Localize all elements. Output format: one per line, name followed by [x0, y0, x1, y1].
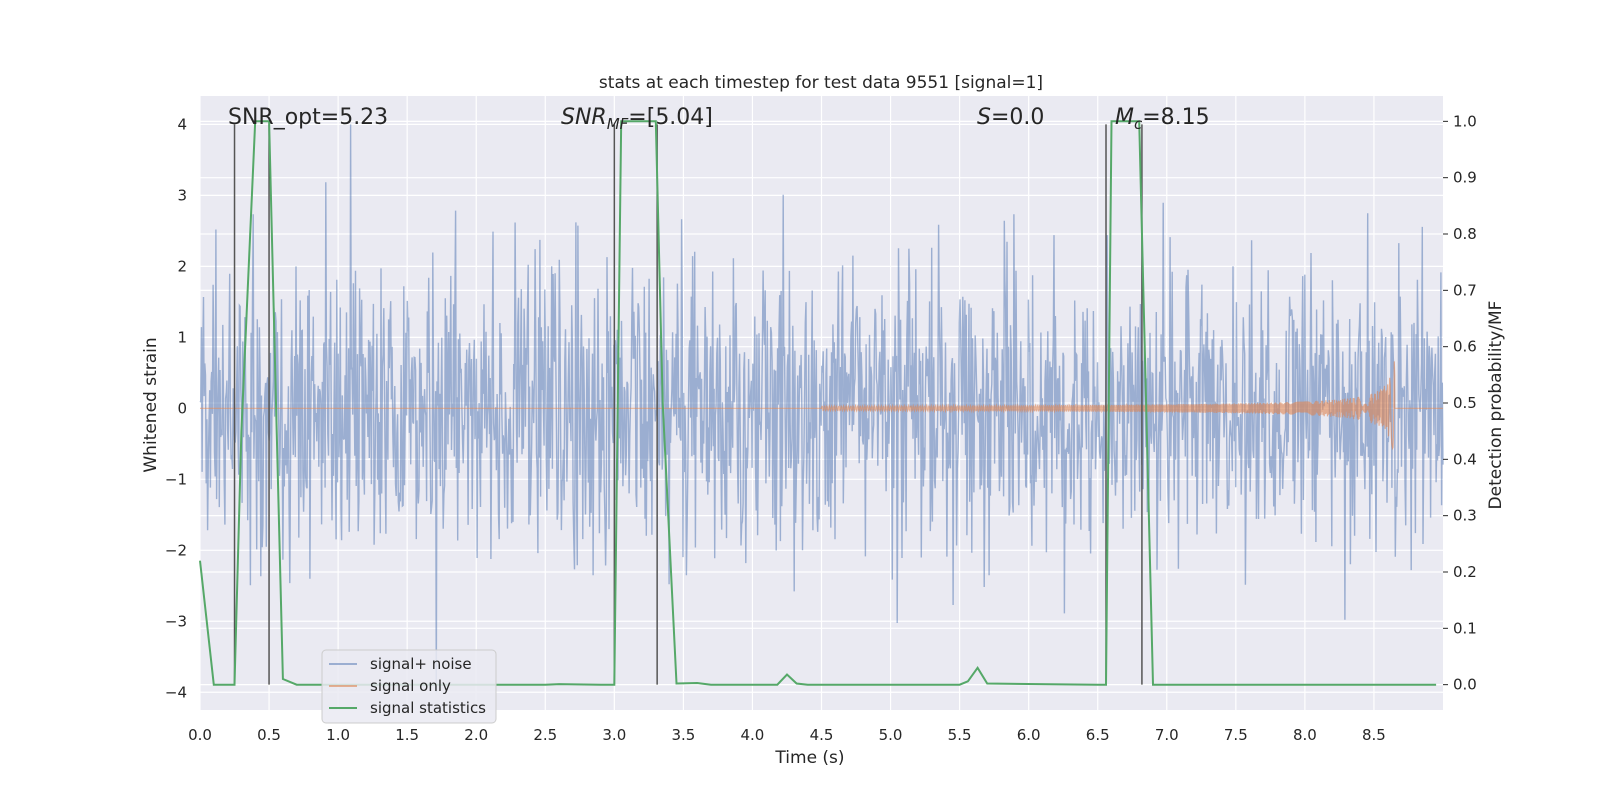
signal-noise-line: [199, 124, 1444, 693]
legend-label-signal-noise: signal+ noise: [370, 655, 472, 673]
x-tick-label: 4.5: [810, 726, 834, 744]
snr-mf-value: =[5.04]: [628, 105, 713, 130]
x-tick-label: 0.5: [257, 726, 281, 744]
x-tick-label: 1.0: [326, 726, 350, 744]
right-y-tick-label: 0.1: [1453, 619, 1477, 637]
snr-mf-annotation: SNRMF=[5.04]: [561, 105, 713, 133]
x-tick-label: 6.0: [1017, 726, 1041, 744]
x-axis-label: Time (s): [774, 748, 844, 768]
x-axis-ticks: 0.0 0.5 1.0 1.5 2.0 2.5 3.0 3.5 4.0 4.5 5.0 5.5 6.0 6…: [188, 726, 1386, 744]
snr-mf-subscript: MF: [607, 115, 629, 133]
right-y-tick-label: 0.0: [1453, 676, 1477, 694]
x-tick-label: 7.0: [1155, 726, 1179, 744]
right-y-tick-label: 0.7: [1453, 281, 1477, 299]
signal-statistics-series: [199, 120, 1437, 686]
right-y-tick-label: 0.5: [1453, 394, 1477, 412]
y-axis-ticks: 4 3 2 1 0 −1 −2 −3 −4: [165, 115, 187, 701]
right-y-tick-label: 0.3: [1453, 507, 1477, 525]
y-tick-label: 4: [177, 115, 187, 133]
signal-statistics-line: [199, 120, 1437, 686]
legend-label-signal-only: signal only: [370, 677, 451, 695]
snr-opt-annotation: SNR_opt=5.23: [228, 105, 388, 130]
signal-noise-series: [199, 124, 1444, 693]
right-y-tick-label: 0.9: [1453, 169, 1477, 187]
s-symbol: S: [977, 105, 991, 130]
y-tick-label: −3: [165, 612, 187, 630]
x-tick-label: 4.0: [741, 726, 765, 744]
x-tick-label: 3.5: [671, 726, 695, 744]
right-y-axis-label: Detection probability/MF: [1486, 301, 1506, 510]
x-tick-label: 0.0: [188, 726, 212, 744]
mc-symbol: M: [1115, 105, 1134, 130]
s-annotation: S=0.0: [977, 105, 1044, 130]
mc-value: =8.15: [1142, 105, 1209, 130]
y-tick-label: 0: [177, 399, 187, 417]
x-tick-label: 5.0: [879, 726, 903, 744]
x-tick-label: 3.0: [602, 726, 626, 744]
y-axis-label: Whitened strain: [141, 337, 161, 472]
y-tick-label: −4: [165, 683, 187, 701]
legend-box: [321, 649, 497, 724]
x-tick-label: 8.0: [1293, 726, 1317, 744]
mc-subscript: c: [1134, 115, 1143, 133]
right-y-axis-ticks: 1.0 0.9 0.8 0.7 0.6 0.5 0.4 0.3 0.2 0.1 0.0: [1443, 112, 1477, 694]
snr-mf-symbol: SNR: [561, 105, 607, 130]
x-tick-label: 7.5: [1224, 726, 1248, 744]
mc-annotation: Mc=8.15: [1115, 105, 1210, 133]
x-tick-label: 6.5: [1086, 726, 1110, 744]
x-tick-label: 5.5: [948, 726, 972, 744]
legend-label-signal-statistics: signal statistics: [370, 699, 486, 717]
right-y-tick-label: 0.6: [1453, 338, 1477, 356]
y-tick-label: 1: [177, 328, 187, 346]
x-tick-label: 2.0: [464, 726, 488, 744]
x-tick-label: 1.5: [395, 726, 419, 744]
chart-title: stats at each timestep for test data 955…: [599, 73, 1043, 93]
s-value: =0.0: [991, 105, 1044, 130]
x-tick-label: 2.5: [533, 726, 557, 744]
legend: signal+ noise signal only signal statist…: [321, 649, 497, 724]
right-y-tick-label: 0.4: [1453, 450, 1477, 468]
right-y-tick-label: 1.0: [1453, 112, 1477, 130]
x-tick-label: 8.5: [1362, 726, 1386, 744]
vertical-marker-lines: [233, 124, 1143, 685]
right-y-tick-label: 0.2: [1453, 563, 1477, 581]
right-y-tick-label: 0.8: [1453, 225, 1477, 243]
y-tick-label: 3: [177, 186, 187, 204]
y-tick-label: 2: [177, 257, 187, 275]
y-tick-label: −2: [165, 541, 187, 559]
y-tick-label: −1: [165, 470, 187, 488]
